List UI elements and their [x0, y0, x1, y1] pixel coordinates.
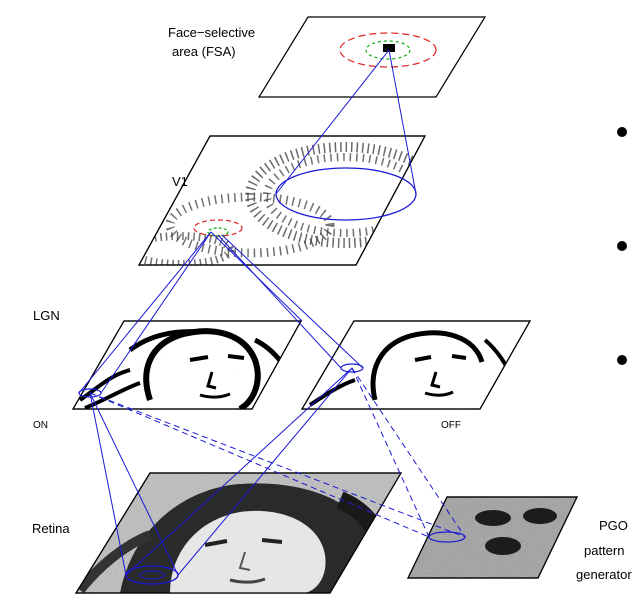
pgo-label-line1: PGO — [599, 518, 628, 533]
retina-to-lgn-on-line-1 — [89, 392, 127, 576]
lgn-on-to-v1-line-1 — [78, 231, 212, 394]
v1-sheet — [137, 135, 427, 266]
fsa-green-circle — [365, 40, 411, 60]
connection-lines — [78, 49, 417, 576]
v1-green-circle — [207, 227, 229, 237]
lgn-on-to-v1-line-2 — [100, 231, 212, 394]
lgn-label: LGN — [33, 308, 60, 323]
retina-to-lgn-on-line-2 — [89, 392, 179, 576]
fsa-active-unit — [383, 44, 395, 52]
retina-to-lgn-off-line-2 — [177, 367, 353, 576]
fsa-label-line1: Face−selective — [168, 25, 255, 40]
pgo-label-line2: pattern — [584, 543, 624, 558]
v1-sheet-plane — [137, 135, 427, 266]
bullet-dot-2 — [617, 241, 627, 251]
bullet-dot-1 — [617, 127, 627, 137]
retina-to-lgn-off-line-1 — [125, 367, 353, 576]
lgn-on-label: ON — [33, 420, 48, 431]
v1-to-fsa-line-right — [388, 49, 417, 195]
lgn-off-label: OFF — [441, 420, 461, 431]
fsa-red-circle — [339, 32, 437, 68]
v1-label: V1 — [172, 174, 188, 189]
pgo-to-lgn-on-dashed-1 — [89, 392, 430, 538]
pgo-to-lgn-off-dashed-1 — [351, 367, 430, 538]
bullet-dot-3 — [617, 355, 627, 365]
pgo-blob-mouth — [485, 537, 521, 555]
lgn-on-sheet — [71, 320, 303, 410]
lgn-off-to-v1-line-2 — [221, 234, 364, 369]
lgn-off-sheet — [300, 320, 532, 410]
pgo-blob-right-eye — [523, 508, 557, 524]
retina-sheet — [74, 472, 403, 594]
fsa-sheet — [257, 16, 487, 98]
retina-face-photo — [76, 473, 401, 593]
retina-on-center — [139, 570, 165, 580]
pgo-blob-left-eye — [475, 510, 511, 526]
lgn-on-face-edges — [73, 321, 301, 409]
pgo-label-line3: generator — [576, 567, 632, 582]
pgo-to-lgn-off-dashed-2 — [351, 367, 466, 538]
v1-to-fsa-line-left — [275, 49, 390, 195]
fsa-sheet-plane — [257, 16, 487, 98]
pgo-sheet — [407, 496, 578, 579]
fsa-label-line2: area (FSA) — [172, 44, 236, 59]
lgn-off-face-edges — [302, 321, 530, 409]
retina-label: Retina — [32, 521, 70, 536]
pgo-connection-lines — [89, 367, 466, 538]
pgo-to-lgn-on-dashed-2 — [89, 392, 466, 538]
lgn-off-to-v1-line-1 — [217, 234, 342, 369]
pgo-noise-pattern — [408, 497, 577, 578]
